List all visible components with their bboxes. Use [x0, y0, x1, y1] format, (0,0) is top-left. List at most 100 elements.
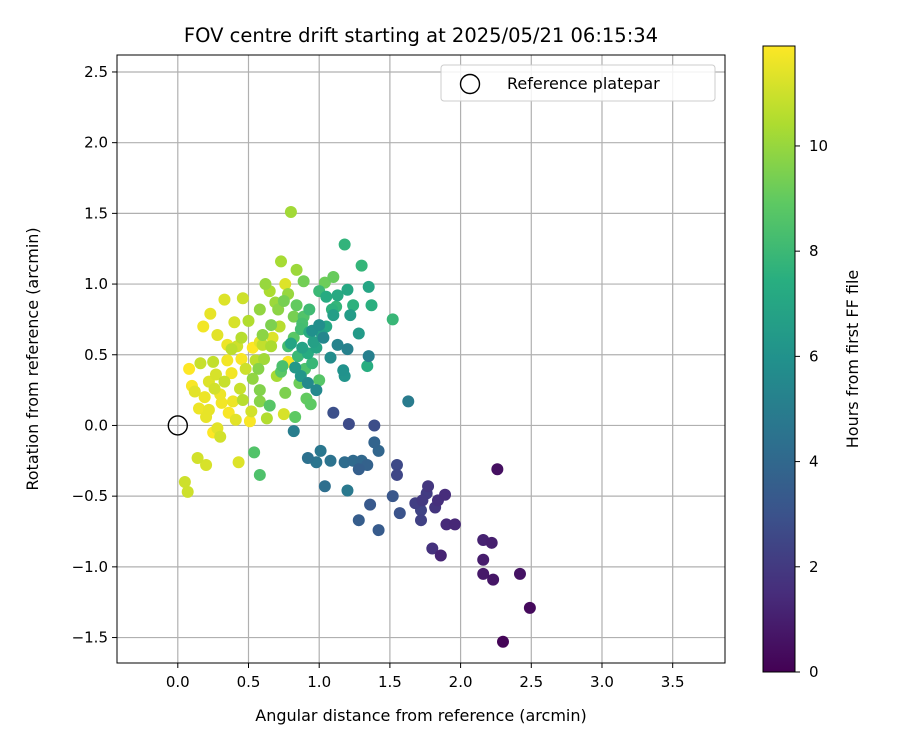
data-point: [208, 382, 221, 395]
data-point: [341, 283, 354, 296]
data-point: [218, 375, 231, 388]
chart-title: FOV centre drift starting at 2025/05/21 …: [184, 24, 658, 47]
data-point: [188, 385, 201, 398]
colorbar-gradient: [762, 45, 796, 673]
data-point: [497, 635, 510, 648]
data-point: [320, 290, 333, 303]
data-point: [289, 361, 302, 374]
y-tick-label: −1.0: [72, 558, 108, 576]
data-point: [477, 553, 490, 566]
reference-platepar-marker: [167, 415, 189, 436]
data-point: [287, 425, 300, 438]
data-point: [362, 350, 375, 363]
data-point: [193, 402, 206, 415]
data-point: [393, 507, 406, 520]
data-point: [402, 395, 415, 408]
colorbar: 0 2 4 6 8 10 Hours from first FF file: [762, 45, 862, 681]
data-point: [284, 337, 297, 350]
y-tick-label: 2.0: [84, 134, 108, 152]
x-tick-label: 1.0: [307, 673, 331, 691]
data-point: [239, 362, 252, 375]
data-point: [279, 278, 292, 291]
data-point: [235, 353, 248, 365]
data-point: [225, 367, 238, 380]
data-point: [426, 542, 439, 555]
data-point: [290, 299, 303, 312]
data-point: [306, 357, 319, 370]
data-point: [439, 488, 452, 501]
x-tick-label: 0.5: [237, 673, 261, 691]
data-point: [485, 536, 498, 549]
data-point: [347, 299, 360, 312]
data-point: [256, 328, 269, 341]
data-point: [491, 463, 504, 476]
data-point: [277, 295, 290, 308]
x-axis-ticks: 0.0 0.5 1.0 1.5 2.0 2.5 3.0 3.5: [166, 663, 685, 691]
plot-frame: [116, 54, 726, 664]
data-point: [523, 601, 536, 614]
legend: Reference platepar: [440, 64, 716, 102]
data-point: [200, 410, 213, 423]
data-point: [242, 314, 255, 327]
data-point: [198, 391, 211, 404]
data-point: [245, 405, 258, 418]
data-point: [327, 270, 340, 283]
data-point: [362, 280, 375, 293]
data-point: [338, 238, 351, 251]
data-point: [301, 451, 314, 464]
colorbar-tick-label: 2: [809, 558, 819, 576]
data-point: [209, 368, 222, 381]
data-point: [229, 413, 242, 426]
y-tick-label: 1.0: [84, 275, 108, 293]
data-point: [368, 419, 381, 432]
x-tick-label: 1.5: [378, 673, 402, 691]
data-point: [303, 303, 316, 316]
data-point: [434, 549, 447, 562]
data-point: [386, 490, 399, 503]
data-point: [214, 430, 227, 443]
data-point: [235, 331, 248, 344]
data-point: [307, 336, 320, 349]
data-point: [372, 524, 385, 537]
data-point: [513, 567, 526, 580]
data-point: [263, 399, 276, 412]
colorbar-tick-label: 4: [809, 453, 819, 471]
data-point: [368, 436, 381, 449]
data-point: [232, 456, 245, 469]
data-point: [246, 372, 259, 385]
data-point: [236, 394, 249, 407]
data-point: [390, 468, 403, 481]
colorbar-tick-label: 0: [809, 663, 819, 681]
legend-marker-reference: [459, 73, 481, 95]
data-point: [253, 395, 266, 408]
x-tick-label: 3.5: [661, 673, 685, 691]
data-point: [341, 484, 354, 497]
x-tick-label: 0.0: [166, 673, 190, 691]
colorbar-tick-label: 6: [809, 347, 819, 365]
data-point: [194, 357, 207, 370]
x-axis-label: Angular distance from reference (arcmin): [255, 706, 586, 725]
y-axis-ticks: −1.5 −1.0 −0.5 0.0 0.5 1.0 1.5 2.0 2.5: [72, 63, 117, 647]
data-point: [318, 276, 331, 289]
data-point: [301, 377, 314, 390]
legend-box: [440, 64, 716, 102]
legend-label: Reference platepar: [507, 74, 660, 93]
data-point: [331, 338, 344, 351]
data-point: [234, 382, 247, 395]
data-point: [342, 418, 355, 431]
data-point: [390, 459, 403, 472]
data-point: [265, 319, 278, 332]
data-point: [352, 463, 365, 476]
data-point: [181, 485, 194, 498]
colorbar-tick-label: 8: [809, 242, 819, 260]
data-point: [324, 454, 337, 467]
data-point: [304, 398, 317, 411]
data-point: [331, 289, 344, 302]
data-point: [290, 263, 303, 276]
data-point: [248, 446, 261, 459]
data-point: [344, 309, 357, 322]
data-point: [313, 374, 326, 387]
data-point: [226, 395, 239, 408]
data-point: [200, 459, 213, 472]
